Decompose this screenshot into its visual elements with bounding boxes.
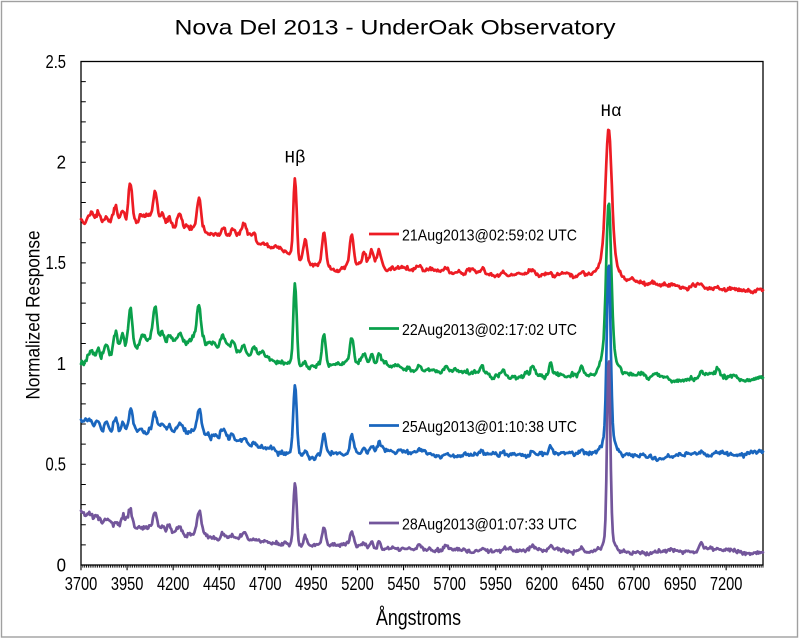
- svg-text:22Aug2013@02:17:02 UTC: 22Aug2013@02:17:02 UTC: [402, 322, 577, 339]
- svg-text:Nova Del 2013 - UnderOak Obser: Nova Del 2013 - UnderOak Observatory: [175, 16, 616, 40]
- svg-text:3950: 3950: [111, 574, 144, 594]
- svg-text:6450: 6450: [572, 574, 605, 594]
- svg-text:21Aug2013@02:59:02 UTC: 21Aug2013@02:59:02 UTC: [402, 227, 577, 244]
- svg-text:2: 2: [57, 153, 66, 173]
- svg-text:6200: 6200: [526, 574, 559, 594]
- svg-text:4700: 4700: [249, 574, 282, 594]
- svg-text:7200: 7200: [710, 574, 743, 594]
- svg-text:28Aug2013@01:07:33 UTC: 28Aug2013@01:07:33 UTC: [402, 516, 577, 533]
- svg-text:6950: 6950: [664, 574, 697, 594]
- svg-text:5700: 5700: [433, 574, 466, 594]
- svg-text:0: 0: [57, 555, 66, 575]
- svg-text:25Aug2013@01:10:38 UTC: 25Aug2013@01:10:38 UTC: [402, 419, 577, 436]
- svg-text:Hα: Hα: [600, 102, 621, 122]
- svg-text:4450: 4450: [203, 574, 236, 594]
- svg-text:Normalized Response: Normalized Response: [24, 231, 45, 400]
- svg-text:1: 1: [57, 354, 66, 374]
- svg-text:3700: 3700: [65, 574, 98, 594]
- svg-text:2.5: 2.5: [46, 52, 67, 72]
- svg-text:5200: 5200: [341, 574, 374, 594]
- svg-text:1.5: 1.5: [46, 253, 67, 273]
- svg-text:Hβ: Hβ: [284, 149, 305, 169]
- svg-text:5950: 5950: [479, 574, 512, 594]
- svg-text:6700: 6700: [618, 574, 651, 594]
- svg-text:4950: 4950: [295, 574, 328, 594]
- svg-text:4200: 4200: [157, 574, 190, 594]
- svg-text:Ångstroms: Ångstroms: [376, 605, 461, 630]
- svg-text:5450: 5450: [387, 574, 420, 594]
- svg-text:0.5: 0.5: [46, 455, 67, 475]
